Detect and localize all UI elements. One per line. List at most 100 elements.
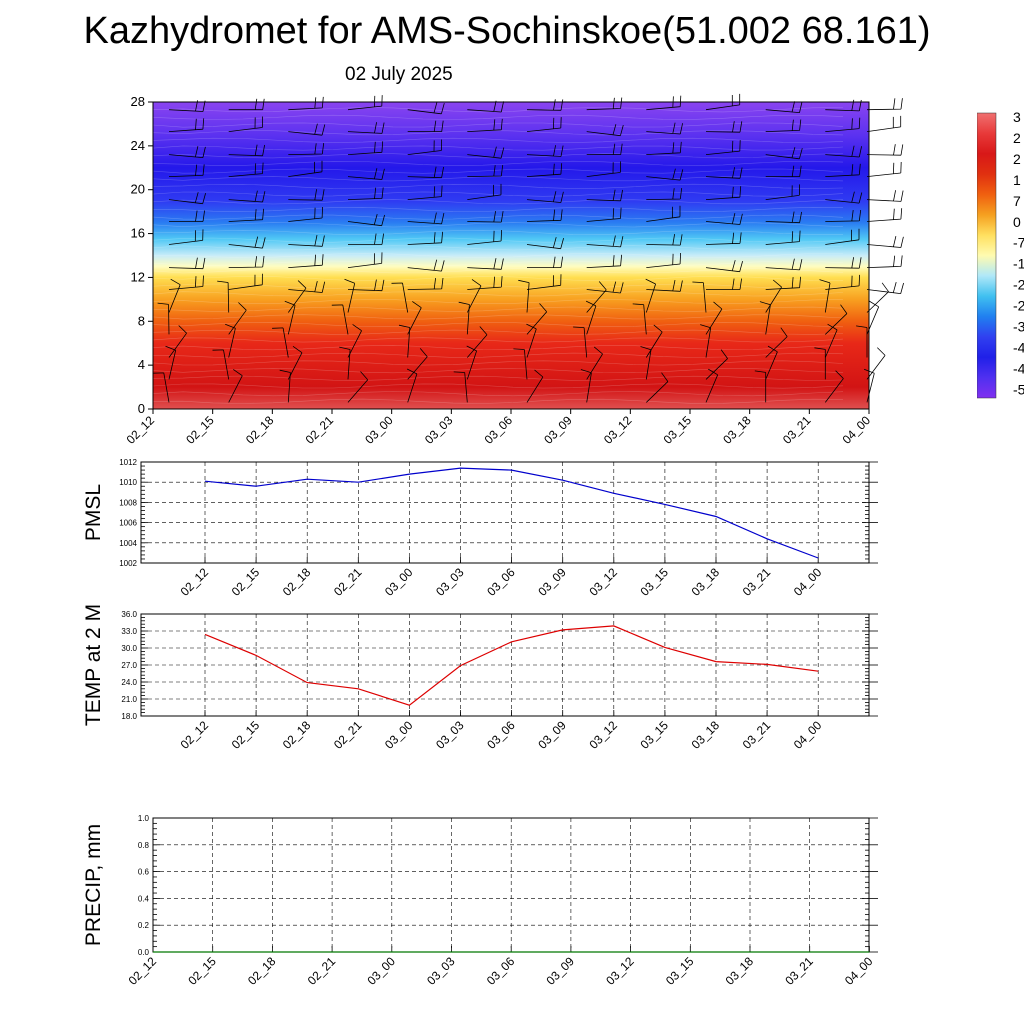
wind-barb [344, 278, 356, 313]
x-tick-label: 03_06 [484, 954, 518, 988]
wind-barb [819, 279, 831, 313]
wind-barb [824, 370, 844, 403]
y-tick-label: 28 [131, 94, 145, 109]
wind-barb [765, 327, 788, 358]
wind-barb [407, 120, 444, 132]
wind-barb [228, 162, 264, 177]
wind-barb [866, 190, 904, 202]
wind-barb [705, 167, 743, 179]
x-tick-label: 02_18 [243, 413, 277, 447]
y-tick-label: 1008 [119, 498, 137, 507]
y-tick-label: 0.0 [138, 948, 150, 957]
wind-barb [585, 300, 597, 335]
contour-line [152, 283, 844, 289]
x-tick-label: 04_00 [842, 954, 876, 988]
panel-frame [140, 613, 870, 717]
wind-barb [347, 371, 369, 403]
x-tick-label: 02_15 [229, 565, 263, 599]
contour-line [152, 345, 844, 351]
wind-barb [347, 122, 385, 134]
wind-barb [866, 144, 904, 156]
wind-barb [453, 371, 468, 403]
wind-barb [466, 279, 482, 313]
wind-barb [467, 165, 504, 177]
wind-barb [526, 163, 563, 177]
wind-barb [169, 210, 205, 222]
x-tick-label: 04_00 [791, 718, 825, 752]
wind-barb [228, 144, 265, 157]
wind-barb [825, 209, 862, 222]
wind-barb [765, 211, 802, 224]
x-tick-label: 03_09 [535, 565, 569, 599]
x-tick-label: 03_03 [422, 413, 456, 447]
colorbar-label: -5 [1013, 381, 1024, 397]
wind-barb [284, 300, 296, 335]
wind-barb [407, 231, 443, 245]
wind-barb [866, 161, 902, 177]
contour-line [152, 214, 844, 220]
wind-barb [407, 348, 428, 380]
x-tick-label: 02_15 [183, 413, 217, 447]
contour-line [152, 160, 844, 166]
y-tick-label: 18.0 [121, 712, 137, 721]
wind-barb [646, 252, 681, 268]
wind-barb [168, 275, 204, 290]
x-tick-label: 03_06 [482, 413, 516, 447]
wind-barb [398, 324, 411, 358]
x-tick-label: 03_21 [780, 413, 814, 447]
wind-barb [272, 327, 289, 358]
wind-barb [467, 118, 503, 132]
wind-barb [347, 95, 383, 111]
y-tick-label: 1006 [119, 519, 137, 528]
wind-barb [759, 301, 771, 335]
wind-barb [765, 119, 802, 132]
y-tick-label: 30.0 [121, 644, 137, 653]
wind-barb [526, 209, 563, 222]
y-tick-label: 4 [138, 357, 145, 372]
wind-barb [228, 98, 265, 111]
wind-barb [646, 205, 681, 222]
wind-barb [765, 345, 778, 380]
y-tick-label: 27.0 [121, 661, 137, 670]
wind-barb [866, 347, 886, 380]
pmsl-panel: 1012 1010 1008 1006 1004 1002 02_12 02_15 02_18 0… [82, 458, 878, 599]
wind-barb [347, 187, 384, 200]
wind-barb [765, 147, 803, 160]
wind-barb [347, 213, 385, 227]
contour-line [152, 222, 844, 228]
colorbar-strip [977, 112, 997, 399]
x-tick-label: 03_03 [424, 954, 458, 988]
contour-line [152, 291, 844, 297]
x-tick-label: 02_21 [305, 954, 339, 988]
colorbar-label: 3 [1013, 109, 1021, 125]
colorbar-label: 0 [1013, 214, 1021, 230]
wind-barb [347, 141, 384, 155]
wind-barb [467, 211, 504, 223]
wind-barb [825, 191, 863, 204]
y-tick-label: 1004 [119, 539, 137, 548]
wind-barb [526, 369, 544, 403]
wind-barb [467, 183, 502, 200]
x-tick-label: 03_18 [720, 413, 754, 447]
wind-barb [288, 235, 325, 247]
wind-barb [526, 117, 562, 132]
x-tick-label: 03_00 [362, 413, 396, 447]
x-tick-label: 03_15 [638, 565, 672, 599]
x-tick-label: 03_00 [382, 565, 416, 599]
wind-barb [866, 208, 903, 222]
wind-barb [646, 372, 669, 403]
wind-barb [706, 278, 742, 290]
y-tick-label: 16 [131, 226, 145, 241]
wind-barb [168, 192, 206, 205]
wind-barb [407, 212, 445, 225]
wind-barb [640, 346, 652, 380]
wind-barb [573, 326, 588, 358]
wind-barb [287, 280, 307, 313]
wind-barb [692, 281, 707, 313]
wind-barb [168, 278, 181, 313]
x-tick-label: 02_15 [229, 718, 263, 752]
wind-barb [526, 145, 564, 157]
wind-barb [705, 93, 741, 111]
x-tick-label: 04_00 [791, 565, 825, 599]
series-line [204, 625, 819, 706]
